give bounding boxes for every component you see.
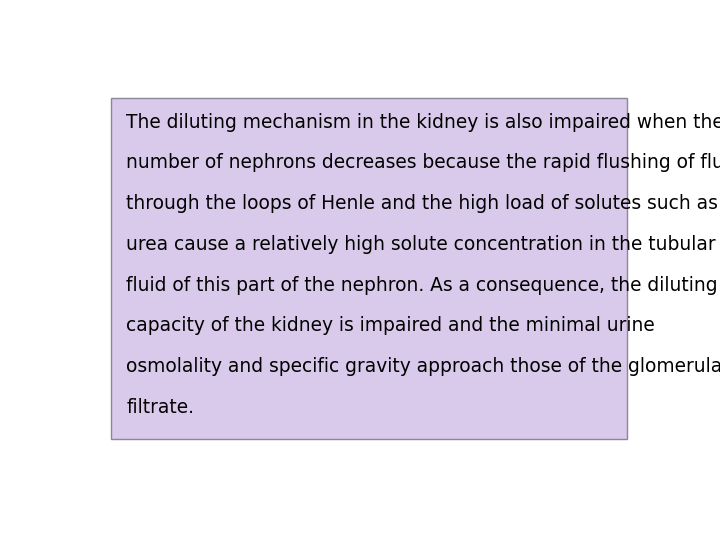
Text: capacity of the kidney is impaired and the minimal urine: capacity of the kidney is impaired and t… [126,316,655,335]
Text: through the loops of Henle and the high load of solutes such as: through the loops of Henle and the high … [126,194,718,213]
Text: number of nephrons decreases because the rapid flushing of fluid: number of nephrons decreases because the… [126,153,720,172]
Text: urea cause a relatively high solute concentration in the tubular: urea cause a relatively high solute conc… [126,235,716,254]
Text: osmolality and specific gravity approach those of the glomerular: osmolality and specific gravity approach… [126,357,720,376]
Text: filtrate.: filtrate. [126,398,194,417]
Text: The diluting mechanism in the kidney is also impaired when the: The diluting mechanism in the kidney is … [126,113,720,132]
Text: fluid of this part of the nephron. As a consequence, the diluting: fluid of this part of the nephron. As a … [126,275,718,295]
Bar [111,98,627,439]
